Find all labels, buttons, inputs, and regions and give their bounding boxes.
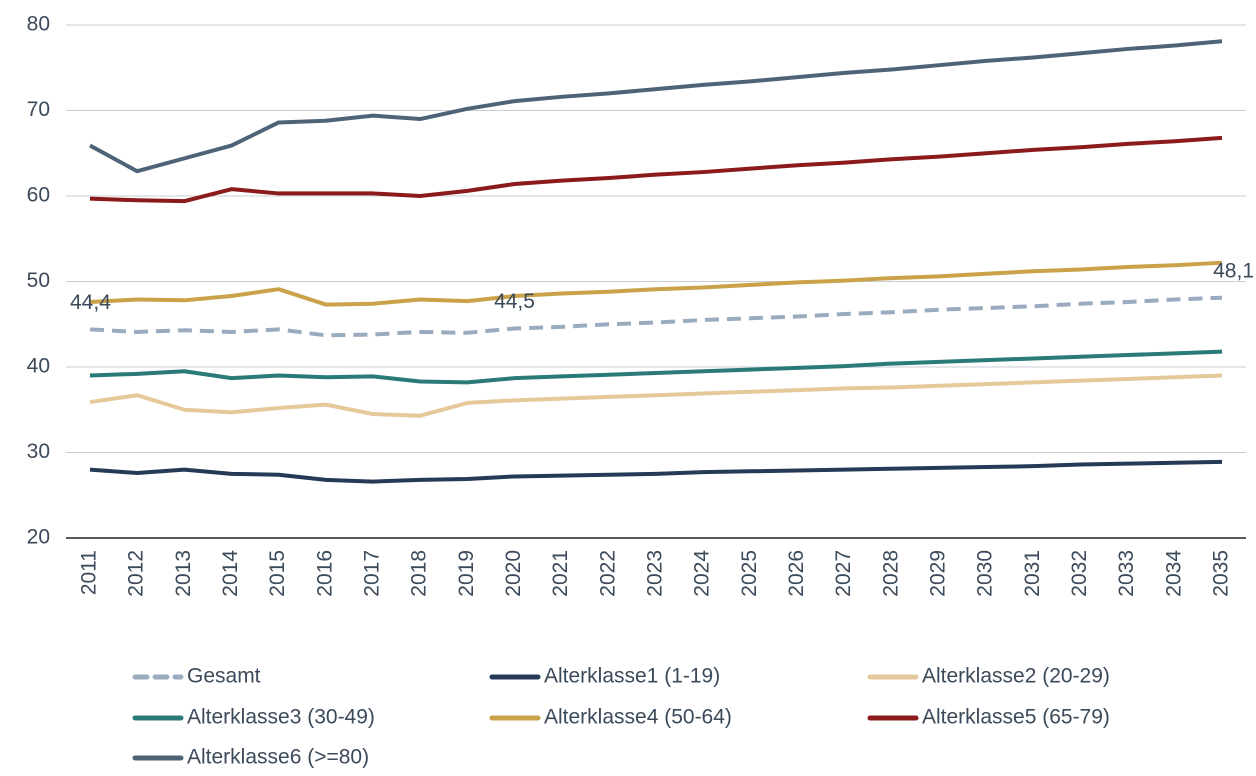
y-tick-label: 70 [27,98,50,121]
x-tick-label: 2011 [78,550,101,595]
x-tick-label: 2023 [644,550,667,597]
line [89,459,1223,484]
y-tick-label: 40 [27,355,50,378]
legend-label: Alterklasse6 (>=80) [187,746,369,769]
line [89,373,1223,418]
data-label: 44,4 [70,291,111,314]
x-tick-label: 2035 [1210,550,1233,597]
y-tick-label: 80 [27,13,50,36]
y-tick-label: 50 [27,269,50,292]
x-tick-label: 2020 [502,550,525,597]
legend-label: Alterklasse1 (1-19) [544,665,720,688]
x-tick-label: 2024 [691,550,714,597]
x-tick-label: 2018 [408,550,431,597]
line [89,260,1223,307]
x-tick-label: 2022 [596,550,619,597]
x-tick-label: 2031 [1021,550,1044,597]
x-tick-label: 2012 [125,550,148,597]
legend-label: Alterklasse2 (20-29) [922,665,1110,688]
x-tick-label: 2016 [313,550,336,597]
line [89,135,1223,204]
x-tick-label: 2015 [266,550,289,597]
x-tick-label: 2029 [927,550,950,597]
x-tick-label: 2033 [1115,550,1138,597]
x-tick-label: 2019 [455,550,478,597]
x-tick-label: 2017 [361,550,384,597]
x-tick-label: 2028 [879,550,902,597]
x-tick-label: 2021 [549,550,572,597]
x-tick-label: 2030 [974,550,997,597]
x-tick-label: 2034 [1162,550,1185,597]
legend-label: Alterklasse3 (30-49) [187,706,375,729]
x-tick-label: 2026 [785,550,808,597]
line [89,349,1223,385]
y-tick-label: 30 [27,440,50,463]
x-tick-label: 2032 [1068,550,1091,597]
legend-label: Alterklasse4 (50-64) [544,706,732,729]
x-tick-label: 2014 [219,550,242,597]
y-tick-label: 20 [27,526,50,549]
line [89,295,1223,338]
legend-label: Alterklasse5 (65-79) [922,706,1110,729]
data-label: 44,5 [494,290,535,313]
x-tick-label: 2013 [172,550,195,597]
y-tick-label: 60 [27,184,50,207]
x-tick-label: 2025 [738,550,761,597]
legend-label: Gesamt [187,665,261,688]
line [89,39,1223,174]
data-label: 48,1 [1213,259,1254,282]
x-tick-label: 2027 [832,550,855,597]
